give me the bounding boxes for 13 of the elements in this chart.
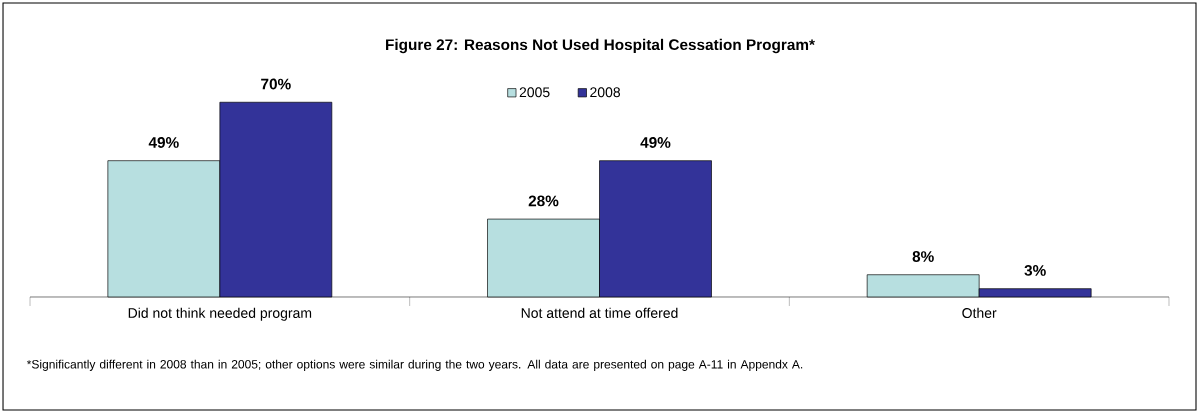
chart-title: Figure 27: Reasons Not Used Hospital Cessation Program* [386, 38, 815, 54]
legend-label: 2005 [519, 87, 550, 98]
x-tick-label: Other [962, 307, 997, 318]
data-label: 28% [528, 195, 559, 207]
data-label: 49% [640, 137, 671, 148]
data-label: 3% [1024, 264, 1046, 276]
data-label: 70% [261, 78, 291, 90]
x-tick-label: Not attend at time offered [521, 307, 678, 318]
legend-label: 2008 [590, 87, 621, 98]
text: *Significantly different in 2008 than in 2005; other options were similar during the two years. All data are presented on page A-11 in Appendx A. [26, 359, 803, 371]
data-label: 49% [148, 137, 179, 148]
x-tick-label: Did not think needed program [128, 307, 312, 321]
data-label: 8% [912, 251, 934, 262]
